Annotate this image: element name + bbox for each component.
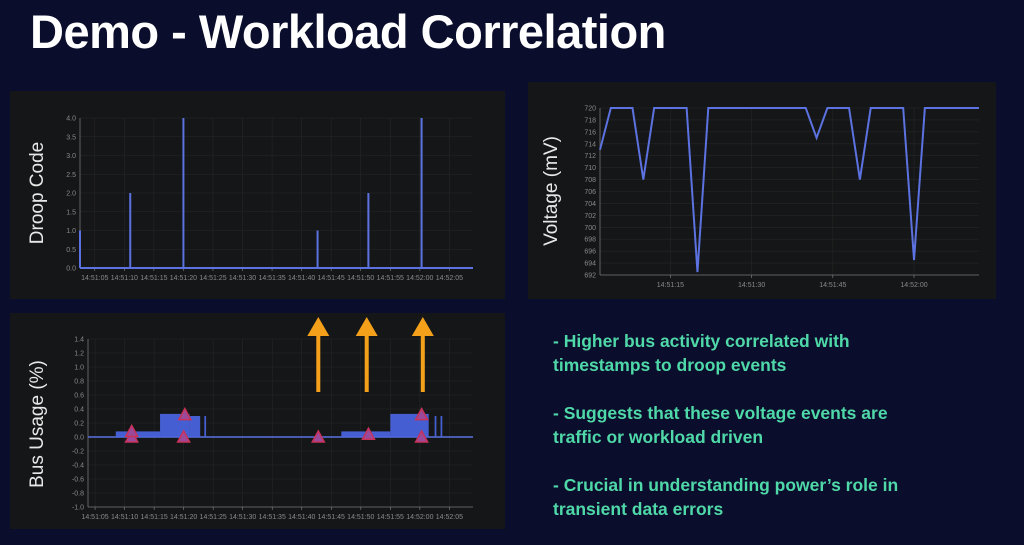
x-tick-label: 14:51:05 [81, 275, 108, 282]
x-tick-label: 14:51:25 [199, 275, 226, 282]
y-tick-label: 714 [584, 141, 596, 148]
y-tick-label: 3.5 [66, 134, 76, 141]
x-tick-label: 14:51:10 [111, 275, 138, 282]
x-tick-label: 14:51:15 [140, 275, 167, 282]
x-tick-label: 14:52:00 [406, 275, 433, 282]
bus-activity-block [204, 416, 206, 437]
y-tick-label: 1.5 [66, 209, 76, 216]
y-tick-label: 710 [584, 165, 596, 172]
x-tick-label: 14:51:05 [81, 514, 108, 521]
x-tick-label: 14:51:40 [288, 275, 315, 282]
bus-activity-block [441, 416, 443, 437]
x-tick-label: 14:51:20 [170, 514, 197, 521]
y-tick-label: -1.0 [72, 505, 84, 512]
x-tick-label: 14:51:50 [347, 514, 374, 521]
x-tick-label: 14:51:25 [200, 514, 227, 521]
x-tick-label: 14:51:20 [170, 275, 197, 282]
x-tick-label: 14:51:10 [111, 514, 138, 521]
y-tick-label: 0.4 [74, 407, 84, 414]
x-tick-label: 14:51:55 [377, 514, 404, 521]
arrow-up-icon [412, 317, 434, 336]
x-tick-label: 14:52:00 [406, 514, 433, 521]
y-tick-label: -0.6 [72, 477, 84, 484]
y-tick-label: 0.6 [74, 393, 84, 400]
y-tick-label: 1.2 [74, 351, 84, 358]
y-tick-label: 1.4 [74, 337, 84, 344]
y-tick-label: -0.8 [72, 491, 84, 498]
y-tick-label: 702 [584, 213, 596, 220]
y-tick-label: 0.0 [74, 435, 84, 442]
y-tick-label: 3.0 [66, 153, 76, 160]
y-tick-label: 2.5 [66, 172, 76, 179]
y-tick-label: 700 [584, 225, 596, 232]
x-tick-label: 14:51:15 [141, 514, 168, 521]
y-tick-label: 0.2 [74, 421, 84, 428]
x-tick-label: 14:52:00 [900, 282, 927, 289]
y-tick-label: 0.0 [66, 266, 76, 273]
x-tick-label: 14:51:55 [377, 275, 404, 282]
y-tick-label: 692 [584, 273, 596, 280]
bus-activity-block [435, 416, 437, 437]
note-2: - Suggests that these voltage events are… [553, 401, 898, 449]
y-tick-label: 708 [584, 177, 596, 184]
y-tick-label: 0.5 [66, 247, 76, 254]
x-tick-label: 14:51:45 [819, 282, 846, 289]
note-3: - Crucial in understanding power’s role … [553, 473, 898, 521]
voltage-line [600, 108, 979, 272]
x-tick-label: 14:51:30 [229, 514, 256, 521]
droop-marker-triangle [126, 425, 138, 436]
x-tick-label: 14:51:30 [738, 282, 765, 289]
y-tick-label: 716 [584, 129, 596, 136]
x-tick-label: 14:51:35 [259, 514, 286, 521]
x-tick-label: 14:51:30 [229, 275, 256, 282]
y-tick-label: 704 [584, 201, 596, 208]
x-tick-label: 14:52:05 [436, 275, 463, 282]
y-tick-label: 712 [584, 153, 596, 160]
x-tick-label: 14:51:15 [657, 282, 684, 289]
x-tick-label: 14:51:45 [318, 514, 345, 521]
y-tick-label: 706 [584, 189, 596, 196]
x-tick-label: 14:51:40 [288, 514, 315, 521]
y-tick-label: -0.4 [72, 463, 84, 470]
y-tick-label: 1.0 [74, 365, 84, 372]
y-tick-label: 0.8 [74, 379, 84, 386]
x-tick-label: 14:51:50 [347, 275, 374, 282]
y-tick-label: 696 [584, 249, 596, 256]
x-tick-label: 14:51:45 [318, 275, 345, 282]
y-tick-label: 694 [584, 261, 596, 268]
y-tick-label: 2.0 [66, 191, 76, 198]
y-tick-label: 698 [584, 237, 596, 244]
x-tick-label: 14:51:35 [258, 275, 285, 282]
arrow-up-icon [356, 317, 378, 336]
y-tick-label: 720 [584, 106, 596, 113]
y-tick-label: -0.2 [72, 449, 84, 456]
arrow-up-icon [307, 317, 329, 336]
x-tick-label: 14:52:05 [436, 514, 463, 521]
y-tick-label: 4.0 [66, 116, 76, 123]
y-tick-label: 718 [584, 117, 596, 124]
y-tick-label: 1.0 [66, 228, 76, 235]
